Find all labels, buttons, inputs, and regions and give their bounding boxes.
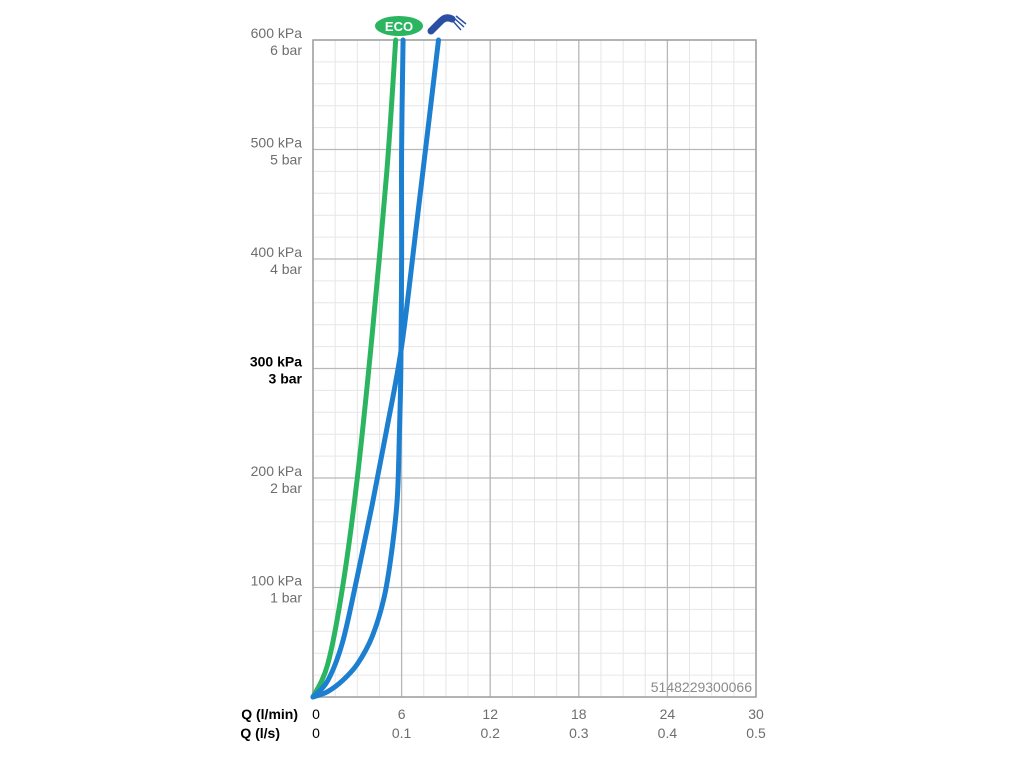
x-tick-label-lmin: 30: [748, 706, 764, 722]
series-line-flow-limiter: [310, 37, 406, 700]
eco-badge-text: ECO: [385, 19, 413, 34]
x-tick-label-ls: 0.5: [746, 725, 766, 741]
x-tick-label-lmin: 0: [312, 706, 320, 722]
y-tick-label-kpa: 200 kPa: [251, 463, 303, 479]
shower-head-arm: [427, 14, 456, 35]
product-code: 5148229300066: [651, 679, 752, 695]
x-tick-label-ls: 0.3: [569, 725, 589, 741]
series-line-eco: [310, 37, 399, 700]
x-tick-label-ls: 0.4: [658, 725, 678, 741]
plot-border: [312, 39, 757, 698]
y-tick-label-bar: 1 bar: [270, 590, 302, 606]
y-tick-label-bar: 3 bar: [269, 371, 303, 387]
y-tick-label-bar: 6 bar: [270, 42, 302, 58]
x-tick-label-lmin: 18: [571, 706, 587, 722]
y-tick-label-bar: 5 bar: [270, 152, 302, 168]
y-tick-label-kpa: 600 kPa: [251, 25, 303, 41]
x-tick-label-ls: 0: [312, 725, 320, 741]
eco-badge: ECO: [375, 16, 423, 36]
eco-badge-shape: [375, 16, 423, 36]
y-tick-label-bar: 2 bar: [270, 480, 302, 496]
x-axis-title-lmin: Q (l/min): [241, 706, 298, 722]
y-tick-label-kpa: 300 kPa: [250, 354, 302, 370]
x-tick-label-ls: 0.1: [392, 725, 412, 741]
x-tick-label-lmin: 24: [660, 706, 676, 722]
x-tick-label-lmin: 6: [398, 706, 406, 722]
series-line-shower-head-icon: [310, 37, 442, 700]
y-tick-label-kpa: 100 kPa: [251, 573, 303, 589]
x-axis-labels: 0 0 6 0.1 12 0.2 18 0.3 24 0.4 30 0.5: [312, 706, 766, 741]
y-tick-label-kpa: 400 kPa: [251, 244, 303, 260]
y-tick-label-kpa: 500 kPa: [251, 135, 303, 151]
y-tick-label-bar: 4 bar: [270, 261, 302, 277]
shower-head-icon: [427, 14, 467, 35]
x-tick-label-lmin: 12: [482, 706, 498, 722]
x-tick-label-ls: 0.2: [480, 725, 500, 741]
x-axis-title-ls: Q (l/s): [240, 725, 280, 741]
series-group: [310, 37, 442, 700]
